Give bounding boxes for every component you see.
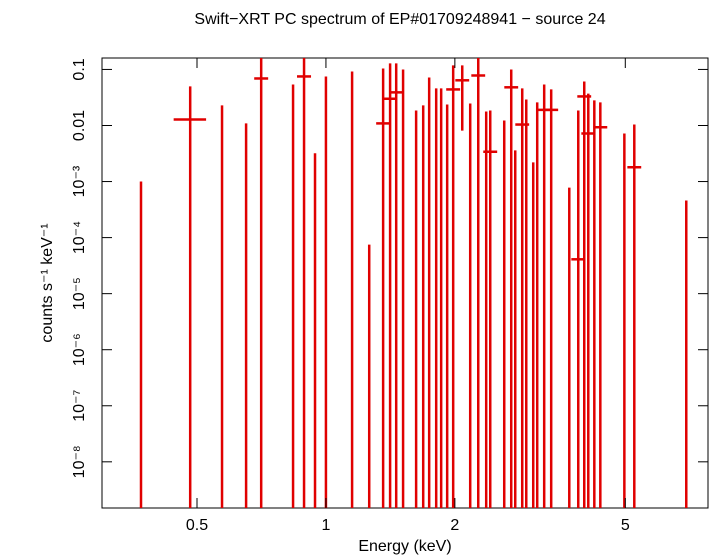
plot-frame xyxy=(101,57,709,509)
y-tick-label: 0.01 xyxy=(71,110,88,141)
data-layer xyxy=(139,58,688,508)
x-axis-label: Energy (keV) xyxy=(358,538,451,555)
y-tick-label: 0.1 xyxy=(71,58,88,80)
y-axis-label: counts s⁻¹ keV⁻¹ xyxy=(39,223,56,342)
y-tick-label: 10⁻⁵ xyxy=(71,277,88,310)
chart-title: Swift−XRT PC spectrum of EP#01709248941 … xyxy=(194,11,605,28)
x-tick-label: 0.5 xyxy=(186,517,208,534)
x-tick-label: 5 xyxy=(621,517,630,534)
y-tick-label: 10⁻³ xyxy=(71,165,88,197)
y-tick-label: 10⁻⁶ xyxy=(71,333,88,366)
y-tick-label: 10⁻⁷ xyxy=(71,390,88,422)
y-tick-label: 10⁻⁸ xyxy=(71,445,88,478)
x-tick-label: 2 xyxy=(450,517,459,534)
y-tick-label: 10⁻⁴ xyxy=(71,221,88,254)
x-tick-label: 1 xyxy=(321,517,330,534)
